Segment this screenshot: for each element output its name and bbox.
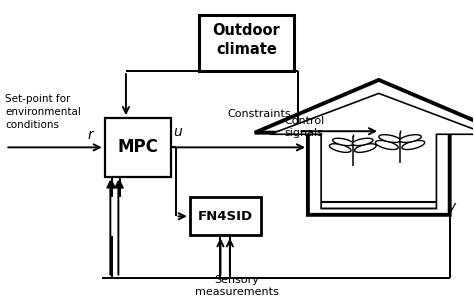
Text: r: r [87, 128, 93, 142]
Bar [199, 15, 294, 71]
Ellipse shape [329, 144, 351, 153]
Text: FN4SID: FN4SID [198, 210, 253, 223]
Ellipse shape [333, 138, 353, 146]
Text: Set-point for
environmental
conditions: Set-point for environmental conditions [5, 94, 82, 130]
Polygon shape [255, 80, 474, 215]
Text: MPC: MPC [117, 138, 158, 156]
Ellipse shape [352, 138, 373, 146]
Bar [105, 118, 171, 177]
Text: u: u [173, 124, 182, 139]
Bar [190, 197, 261, 235]
Ellipse shape [379, 135, 401, 143]
Polygon shape [270, 93, 474, 208]
Ellipse shape [402, 140, 425, 149]
Text: Sensory
measurements: Sensory measurements [195, 275, 279, 297]
Ellipse shape [355, 144, 376, 153]
Text: Constraints: Constraints [228, 109, 291, 119]
Text: Outdoor
climate: Outdoor climate [212, 24, 280, 57]
Ellipse shape [375, 140, 398, 149]
Ellipse shape [400, 135, 421, 143]
Text: Control
signals: Control signals [284, 116, 325, 138]
Text: y: y [447, 201, 456, 214]
